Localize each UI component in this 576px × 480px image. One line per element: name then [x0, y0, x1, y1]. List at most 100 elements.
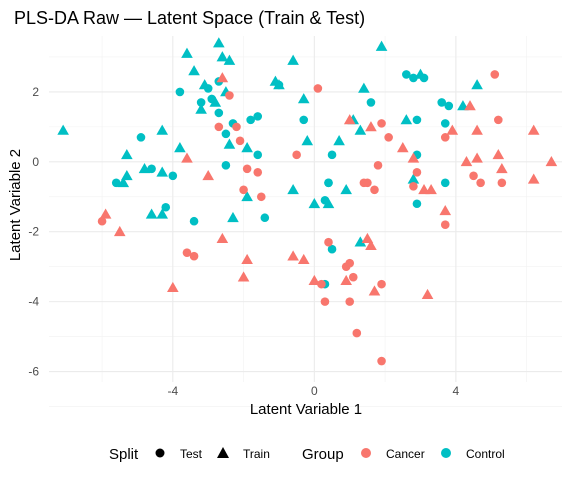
- x-axis-ticks: -4 0 4: [167, 384, 459, 398]
- cancer-train-point: [527, 124, 540, 135]
- legend-control-label: Control: [466, 447, 505, 461]
- y-tick-label: 2: [32, 85, 39, 99]
- control-train-point: [241, 142, 253, 153]
- control-train-point: [156, 124, 169, 135]
- control-test-point: [253, 112, 263, 121]
- data-points: [57, 37, 558, 366]
- control-test-point: [189, 216, 199, 226]
- control-train-point: [471, 79, 483, 90]
- cancer-test-point: [490, 70, 500, 79]
- legend-cancer-label: Cancer: [386, 447, 425, 461]
- control-train-point: [308, 197, 321, 209]
- control-test-point: [260, 213, 270, 223]
- cancer-test-point: [189, 251, 199, 261]
- control-train-point: [57, 124, 69, 135]
- cancer-test-point: [232, 122, 241, 132]
- cancer-test-point: [235, 136, 245, 146]
- control-test-point: [327, 150, 337, 160]
- cancer-test-point: [292, 150, 301, 160]
- cancer-test-point: [363, 178, 372, 188]
- cancer-test-point: [373, 161, 383, 170]
- control-train-point: [156, 208, 169, 219]
- cancer-test-point: [97, 216, 107, 226]
- control-train-point: [156, 166, 169, 177]
- cancer-test-point: [352, 328, 362, 338]
- control-train-point: [138, 163, 151, 174]
- chart-title: PLS-DA Raw — Latent Space (Train & Test): [14, 8, 365, 28]
- control-train-point: [407, 173, 420, 184]
- control-train-point: [354, 124, 367, 135]
- series-control-train: [57, 37, 483, 247]
- y-axis-ticks: -6 -4 -2 0 2: [28, 85, 39, 379]
- control-test-point: [366, 98, 376, 107]
- x-tick-label: 0: [311, 384, 318, 398]
- grid-lines: [49, 36, 562, 407]
- cancer-train-point: [425, 183, 437, 195]
- control-test-point: [327, 244, 337, 254]
- cancer-test-point: [476, 178, 485, 188]
- control-train-point: [241, 190, 253, 202]
- cancer-train-point: [287, 250, 299, 261]
- legend-test-circle-icon: [155, 448, 165, 458]
- cancer-train-point: [361, 232, 374, 244]
- cancer-train-point: [308, 274, 321, 285]
- cancer-train-point: [407, 152, 420, 163]
- control-test-point: [196, 98, 206, 107]
- cancer-train-point: [464, 100, 476, 111]
- legend-control-swatch-icon: [441, 448, 451, 458]
- control-test-point: [444, 101, 454, 111]
- cancer-test-point: [317, 279, 326, 289]
- control-train-point: [213, 37, 225, 48]
- control-train-point: [209, 96, 222, 107]
- cancer-train-point: [527, 173, 540, 184]
- control-test-point: [221, 129, 231, 139]
- cancer-train-point: [460, 156, 473, 167]
- cancer-train-point: [216, 72, 229, 83]
- cancer-train-point: [202, 169, 215, 181]
- control-test-point: [207, 94, 217, 104]
- control-test-point: [221, 161, 231, 170]
- cancer-train-point: [471, 124, 483, 135]
- control-test-point: [402, 70, 411, 79]
- cancer-test-point: [313, 84, 323, 93]
- control-test-point: [437, 98, 447, 107]
- control-test-point: [168, 171, 178, 181]
- control-test-point: [203, 84, 213, 93]
- cancer-train-point: [181, 152, 193, 163]
- legend-train-triangle-icon: [217, 447, 229, 458]
- control-train-point: [297, 93, 310, 104]
- cancer-test-point: [214, 122, 224, 132]
- control-test-point: [147, 164, 156, 174]
- cancer-test-point: [256, 192, 266, 202]
- control-test-point: [214, 108, 224, 118]
- y-tick-label: 0: [32, 155, 39, 169]
- cancer-test-point: [469, 171, 478, 181]
- control-test-point: [409, 73, 418, 83]
- control-train-point: [216, 51, 229, 62]
- control-train-point: [287, 183, 299, 195]
- control-train-point: [195, 103, 207, 114]
- cancer-test-point: [377, 356, 386, 366]
- control-train-point: [181, 47, 193, 58]
- cancer-test-point: [409, 181, 418, 191]
- cancer-test-point: [345, 258, 355, 268]
- cancer-test-point: [242, 164, 252, 174]
- x-tick-label: 4: [453, 384, 460, 398]
- control-test-point: [320, 195, 330, 205]
- cancer-test-point: [377, 119, 386, 128]
- cancer-train-point: [396, 142, 409, 153]
- control-train-point: [354, 236, 367, 247]
- cancer-train-point: [368, 285, 381, 296]
- cancer-train-point: [496, 163, 508, 174]
- legend-group-title: Group: [302, 446, 344, 463]
- control-train-point: [322, 197, 335, 209]
- cancer-test-point: [320, 297, 330, 306]
- control-test-point: [274, 80, 284, 90]
- cancer-test-point: [345, 297, 355, 306]
- control-test-point: [440, 178, 450, 188]
- control-train-point: [358, 82, 370, 93]
- legend-test-label: Test: [180, 447, 203, 461]
- control-train-point: [333, 135, 345, 146]
- cancer-test-point: [497, 178, 507, 188]
- control-test-point: [136, 133, 146, 142]
